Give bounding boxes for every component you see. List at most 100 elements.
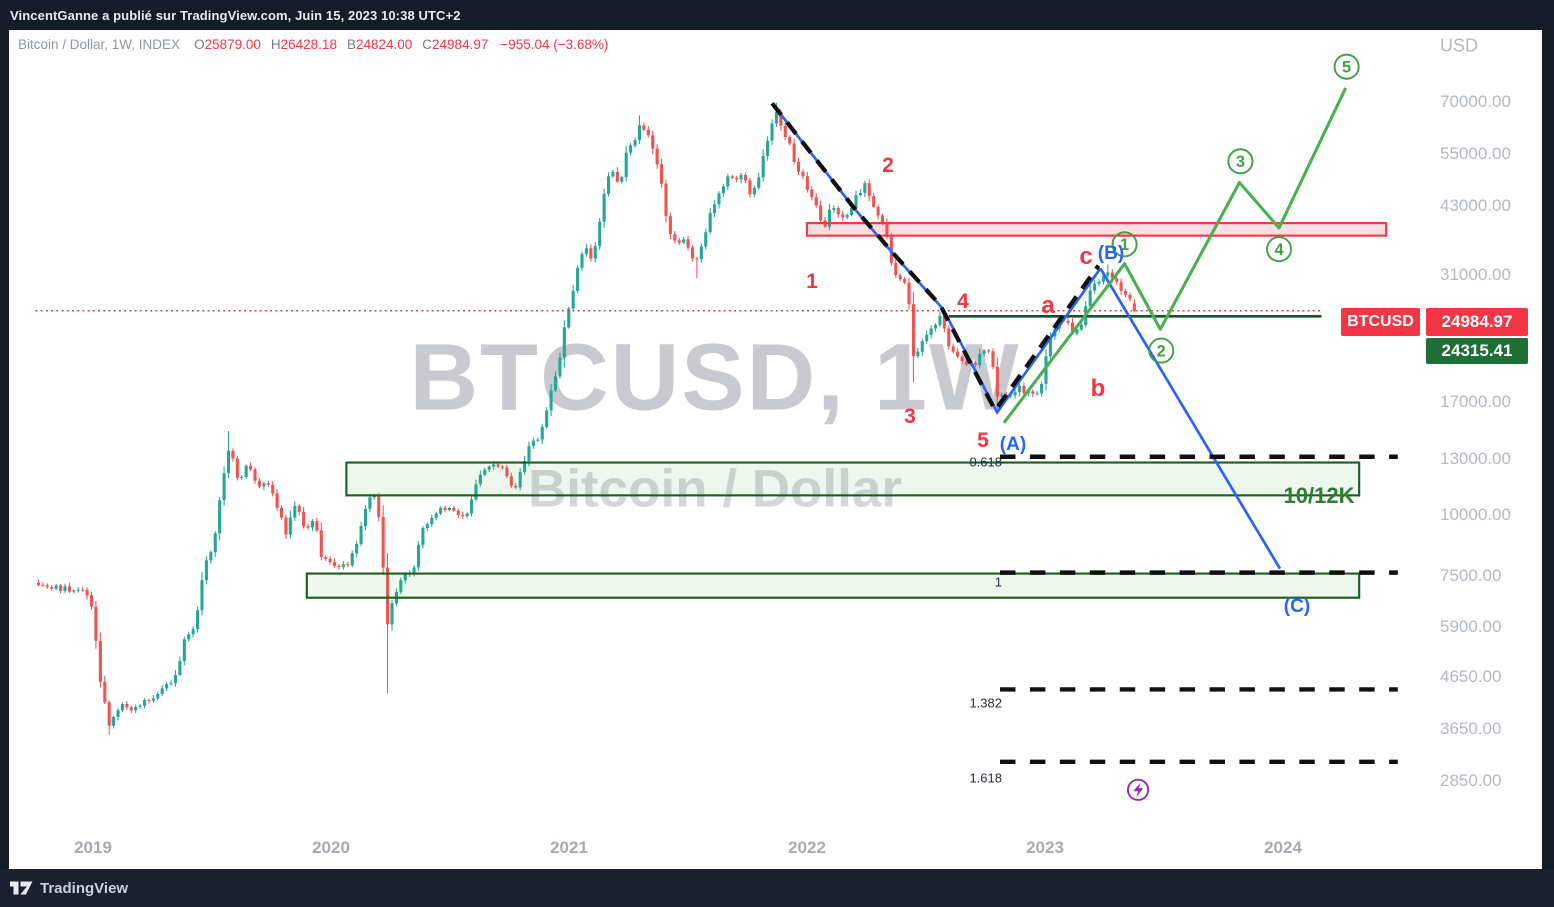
candle bbox=[933, 325, 938, 329]
candle bbox=[699, 246, 703, 260]
candle bbox=[1000, 394, 1004, 397]
candle bbox=[929, 328, 933, 335]
candle bbox=[169, 683, 173, 685]
candle bbox=[505, 467, 509, 477]
candle bbox=[903, 279, 907, 283]
symbol-info-bar: Bitcoin / Dollar, 1W, INDEX O25879.00 H2… bbox=[18, 33, 608, 55]
candle bbox=[757, 177, 761, 188]
candle bbox=[129, 707, 133, 711]
candle bbox=[266, 483, 270, 485]
candle bbox=[469, 499, 474, 514]
circled-wave-1[interactable]: 1 bbox=[1111, 231, 1138, 258]
candle bbox=[240, 477, 244, 479]
candle bbox=[713, 204, 717, 214]
candle bbox=[54, 585, 58, 589]
ohlc-close: C24984.97 bbox=[422, 36, 489, 52]
circled-wave-3[interactable]: 3 bbox=[1227, 148, 1254, 175]
candle bbox=[390, 603, 394, 625]
candle bbox=[730, 176, 734, 178]
candle bbox=[1101, 275, 1105, 282]
candle bbox=[735, 177, 739, 180]
candle bbox=[982, 350, 986, 354]
demand-zone-10-12k[interactable] bbox=[345, 461, 1361, 497]
candle bbox=[637, 125, 642, 141]
candle bbox=[858, 192, 862, 196]
circled-wave-5[interactable]: 5 bbox=[1333, 53, 1360, 80]
candle bbox=[743, 174, 748, 181]
candle bbox=[271, 484, 275, 494]
footer-brand[interactable]: TradingView bbox=[40, 879, 129, 897]
bearish-projection-line[interactable] bbox=[1099, 267, 1282, 570]
candle bbox=[872, 196, 876, 207]
candle bbox=[956, 351, 960, 357]
candle bbox=[288, 517, 292, 535]
candle bbox=[850, 207, 854, 215]
candle bbox=[134, 707, 138, 711]
candle bbox=[991, 351, 995, 367]
impulse-trendline-blue[interactable] bbox=[771, 102, 1102, 415]
candle bbox=[333, 562, 337, 566]
candle bbox=[642, 125, 646, 130]
supply-zone-36-38k[interactable] bbox=[805, 222, 1388, 237]
candle bbox=[474, 484, 478, 500]
bullish-projection-path[interactable] bbox=[1002, 87, 1348, 424]
candle bbox=[439, 507, 443, 514]
ohlc-high: H26428.18 bbox=[270, 36, 337, 52]
candle bbox=[805, 176, 809, 190]
candle bbox=[567, 308, 571, 328]
demand-zone-6k[interactable] bbox=[305, 572, 1361, 599]
candle bbox=[779, 112, 783, 126]
circled-wave-4[interactable]: 4 bbox=[1266, 236, 1293, 263]
candle bbox=[819, 205, 823, 221]
elliott-impulse-dashed-path[interactable] bbox=[770, 102, 1101, 415]
circled-wave-2[interactable]: 2 bbox=[1148, 337, 1175, 364]
candle bbox=[434, 513, 438, 518]
candle bbox=[76, 589, 80, 591]
candle bbox=[36, 582, 41, 586]
candle bbox=[59, 585, 63, 591]
candle bbox=[651, 135, 655, 149]
candle bbox=[310, 520, 315, 528]
candle bbox=[1031, 391, 1035, 394]
candle bbox=[987, 350, 991, 352]
lightning-circle-icon[interactable] bbox=[1126, 778, 1150, 801]
candlestick-chart[interactable]: 1 2 3 4 5 bbox=[0, 30, 1554, 869]
candlestick-series bbox=[36, 102, 1136, 735]
candle bbox=[606, 176, 611, 194]
candle bbox=[279, 507, 284, 518]
tradingview-logo-icon[interactable] bbox=[10, 878, 33, 898]
footer: TradingView bbox=[0, 869, 1554, 907]
candle bbox=[686, 239, 690, 248]
candle bbox=[558, 357, 562, 377]
candle bbox=[916, 351, 920, 357]
candle bbox=[496, 464, 500, 467]
candle bbox=[67, 586, 71, 592]
candle bbox=[1128, 294, 1132, 299]
candle bbox=[1123, 290, 1128, 295]
candle bbox=[399, 580, 403, 592]
candle bbox=[788, 137, 792, 144]
candle bbox=[222, 473, 226, 501]
candle bbox=[372, 496, 376, 498]
candle bbox=[584, 248, 588, 254]
candle bbox=[89, 595, 94, 607]
candle bbox=[876, 206, 880, 216]
candle bbox=[615, 172, 619, 182]
candle bbox=[726, 176, 730, 187]
candle bbox=[447, 507, 451, 510]
candle bbox=[611, 172, 615, 177]
candle bbox=[160, 688, 164, 694]
candle bbox=[1075, 329, 1079, 334]
candle bbox=[196, 610, 200, 630]
candle bbox=[359, 526, 363, 544]
candle bbox=[1022, 385, 1026, 394]
candle bbox=[960, 356, 964, 362]
candle bbox=[947, 328, 951, 347]
candle bbox=[907, 282, 911, 305]
symbol-title[interactable]: Bitcoin / Dollar, 1W, INDEX bbox=[18, 36, 181, 52]
candle bbox=[1115, 278, 1119, 282]
candle bbox=[549, 390, 553, 411]
candle bbox=[1097, 281, 1101, 284]
candle bbox=[593, 246, 597, 259]
candle bbox=[443, 507, 447, 510]
